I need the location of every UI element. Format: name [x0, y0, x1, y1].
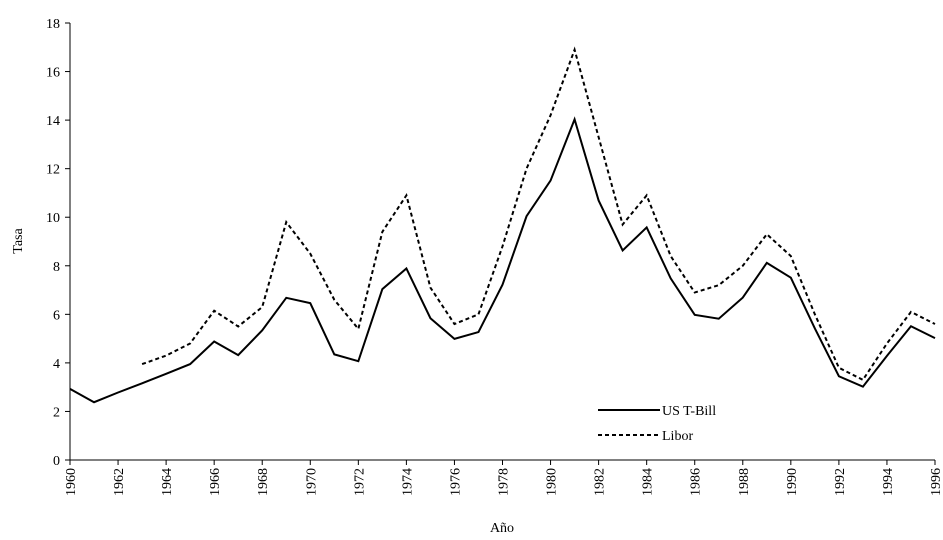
x-tick-label: 1974: [400, 468, 415, 496]
x-axis-label: Año: [490, 521, 514, 536]
x-tick-label: 1982: [593, 468, 608, 496]
x-tick-label: 1996: [929, 468, 943, 496]
x-tick-label: 1986: [689, 468, 704, 496]
x-tick-label: 1978: [497, 468, 512, 496]
x-tick-label: 1992: [833, 468, 848, 496]
x-tick-label: 1980: [545, 468, 560, 496]
y-tick-label: 16: [46, 66, 60, 81]
x-tick-label: 1994: [881, 468, 896, 496]
series-line: [141, 46, 936, 382]
y-tick-label: 12: [46, 163, 60, 178]
y-tick-label: 0: [53, 454, 60, 469]
x-tick-label: 1972: [352, 468, 367, 496]
x-tick-label: 1960: [64, 468, 79, 496]
y-tick-label: 8: [53, 260, 60, 275]
y-tick-label: 2: [53, 405, 60, 420]
y-tick-label: 14: [46, 114, 60, 129]
x-tick-label: 1968: [256, 468, 271, 496]
y-tick-label: 6: [53, 308, 60, 323]
y-tick-label: 18: [46, 17, 60, 32]
series-line: [69, 116, 936, 404]
y-tick-label: 4: [53, 357, 60, 372]
x-tick-label: 1970: [304, 468, 319, 496]
y-tick-label: 10: [46, 211, 60, 226]
x-tick-label: 1988: [737, 468, 752, 496]
legend-label: Libor: [662, 429, 693, 444]
x-tick-label: 1962: [112, 468, 127, 496]
x-tick-label: 1984: [641, 468, 656, 496]
x-tick-label: 1964: [160, 468, 175, 496]
legend-label: US T-Bill: [662, 404, 716, 419]
x-tick-label: 1976: [448, 468, 463, 496]
x-tick-label: 1966: [208, 468, 223, 496]
y-axis-label: Tasa: [11, 227, 26, 253]
x-tick-label: 1990: [785, 468, 800, 496]
